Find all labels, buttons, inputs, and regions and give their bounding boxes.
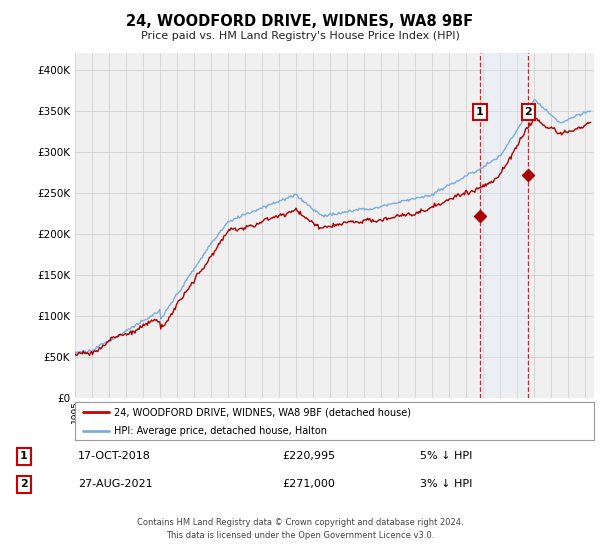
Text: £271,000: £271,000 [282, 479, 335, 489]
Text: HPI: Average price, detached house, Halton: HPI: Average price, detached house, Halt… [114, 426, 327, 436]
Text: 24, WOODFORD DRIVE, WIDNES, WA8 9BF: 24, WOODFORD DRIVE, WIDNES, WA8 9BF [127, 14, 473, 29]
Bar [480, 53, 529, 398]
Text: 2: 2 [20, 479, 28, 489]
Text: 5% ↓ HPI: 5% ↓ HPI [420, 451, 472, 461]
Text: 3% ↓ HPI: 3% ↓ HPI [420, 479, 472, 489]
Text: 2: 2 [524, 107, 532, 116]
Text: 17-OCT-2018: 17-OCT-2018 [78, 451, 151, 461]
Text: 1: 1 [20, 451, 28, 461]
Text: Price paid vs. HM Land Registry's House Price Index (HPI): Price paid vs. HM Land Registry's House … [140, 31, 460, 41]
Text: 24, WOODFORD DRIVE, WIDNES, WA8 9BF (detached house): 24, WOODFORD DRIVE, WIDNES, WA8 9BF (det… [114, 407, 411, 417]
Text: Contains HM Land Registry data © Crown copyright and database right 2024.
This d: Contains HM Land Registry data © Crown c… [137, 519, 463, 540]
Text: £220,995: £220,995 [282, 451, 335, 461]
Text: 1: 1 [476, 107, 484, 116]
Text: 27-AUG-2021: 27-AUG-2021 [78, 479, 152, 489]
